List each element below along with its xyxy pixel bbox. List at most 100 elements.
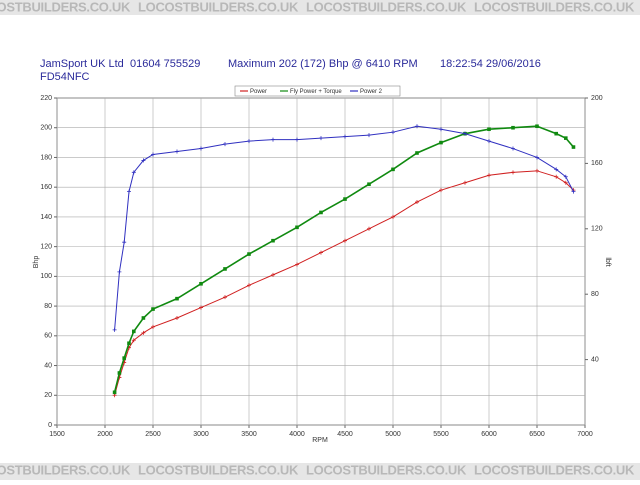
y-tick-label: 0 xyxy=(48,422,52,429)
x-tick-label: 4500 xyxy=(337,431,353,438)
registration: FD54NFC xyxy=(40,71,90,83)
point xyxy=(487,127,491,132)
point xyxy=(175,296,179,301)
point xyxy=(127,189,131,194)
x-tick-label: 2500 xyxy=(145,431,161,438)
point xyxy=(223,295,227,300)
point xyxy=(511,125,515,130)
point xyxy=(439,188,443,193)
point xyxy=(391,167,395,172)
phone: 01604 755529 xyxy=(130,58,200,70)
legend-label: Power xyxy=(250,89,267,95)
point xyxy=(367,133,371,138)
y-tick-label: 120 xyxy=(40,243,52,250)
y2-axis-label: lbft xyxy=(604,257,611,266)
x-tick-label: 1500 xyxy=(49,431,65,438)
y-axis-label: Bhp xyxy=(33,256,40,269)
series-line xyxy=(114,125,574,330)
point xyxy=(247,283,251,288)
y2-tick-label: 200 xyxy=(591,95,603,102)
point xyxy=(563,180,568,185)
point xyxy=(131,170,136,175)
point xyxy=(343,238,347,243)
point xyxy=(131,338,136,343)
x-tick-label: 3500 xyxy=(241,431,257,438)
point xyxy=(367,182,371,187)
series-line xyxy=(114,170,574,396)
watermark-text: LOCOSTBUILDERS.CO.UK xyxy=(306,462,467,477)
point xyxy=(571,145,576,149)
point xyxy=(564,136,568,140)
point xyxy=(122,240,127,245)
watermark-band xyxy=(0,0,640,15)
point xyxy=(319,136,323,141)
point xyxy=(439,127,443,132)
x-tick-label: 2000 xyxy=(97,431,113,438)
y-tick-label: 60 xyxy=(44,333,52,340)
point xyxy=(199,281,203,286)
watermark-text: LOCOSTBUILDERS.CO.UK xyxy=(138,0,299,14)
point xyxy=(367,226,371,231)
point xyxy=(271,272,275,277)
watermark-text: LOCOSTBUILDERS.CO.UK xyxy=(138,462,299,477)
point xyxy=(343,197,347,201)
point xyxy=(415,200,419,205)
point xyxy=(463,180,467,185)
y-tick-label: 40 xyxy=(44,362,52,369)
point xyxy=(151,324,155,329)
maximum: Maximum 202 (172) Bhp @ 6410 RPM xyxy=(228,58,418,70)
y-tick-label: 100 xyxy=(40,273,52,280)
plot-area xyxy=(56,97,586,426)
point xyxy=(112,327,117,332)
y-tick-label: 180 xyxy=(40,154,52,161)
point xyxy=(151,152,155,157)
point xyxy=(223,267,227,271)
point xyxy=(127,341,131,346)
point xyxy=(199,146,203,151)
point xyxy=(295,262,299,267)
x-axis-label: RPM xyxy=(312,437,328,444)
point xyxy=(463,131,467,136)
point xyxy=(295,137,299,142)
point xyxy=(141,316,146,320)
point xyxy=(571,189,576,194)
point xyxy=(122,356,126,360)
y-tick-label: 80 xyxy=(44,303,52,310)
point xyxy=(141,330,146,335)
point xyxy=(271,238,275,243)
point xyxy=(319,250,323,255)
point xyxy=(487,139,491,144)
legend-label: Power 2 xyxy=(360,89,383,95)
point xyxy=(415,151,419,155)
y2-tick-label: 40 xyxy=(591,356,599,363)
watermark-text: LOCOSTBUILDERS.CO.UK xyxy=(474,462,635,477)
point xyxy=(391,130,395,135)
point xyxy=(175,149,179,154)
x-tick-label: 7000 xyxy=(577,431,593,438)
point xyxy=(151,307,155,311)
point xyxy=(117,269,122,274)
x-tick-label: 3000 xyxy=(193,431,209,438)
point xyxy=(487,173,491,178)
x-tick-label: 5000 xyxy=(385,431,401,438)
point xyxy=(391,214,395,219)
point xyxy=(132,329,136,334)
y-tick-label: 140 xyxy=(40,214,52,221)
point xyxy=(563,174,568,179)
point xyxy=(535,155,539,160)
point xyxy=(554,167,559,172)
x-tick-label: 6500 xyxy=(529,431,545,438)
series-line xyxy=(113,125,575,393)
point xyxy=(439,140,443,145)
point xyxy=(199,305,203,310)
point xyxy=(271,137,275,142)
point xyxy=(112,390,117,395)
point xyxy=(554,131,558,136)
point xyxy=(535,124,539,129)
watermark-text: LOCOSTBUILDERS.CO.UK xyxy=(306,0,467,14)
point xyxy=(141,158,146,163)
watermark-band xyxy=(0,463,640,480)
watermark-text: LOCOSTBUILDERS.CO.UK xyxy=(0,0,131,14)
point xyxy=(247,252,251,256)
